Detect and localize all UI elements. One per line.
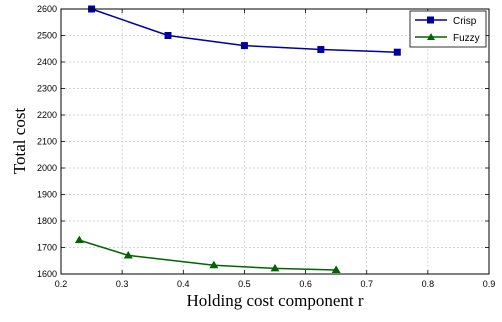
legend-fuzzy-label: Fuzzy bbox=[453, 33, 480, 44]
x-tick-label: 0.9 bbox=[483, 279, 496, 289]
series-fuzzy-point bbox=[209, 260, 219, 269]
y-tick-label: 2000 bbox=[37, 163, 57, 173]
x-tick-label: 0.4 bbox=[177, 279, 190, 289]
y-tick-label: 1700 bbox=[37, 243, 57, 253]
y-axis-title: Total cost bbox=[10, 108, 29, 175]
series-crisp-point bbox=[164, 32, 172, 39]
y-tick-label: 2600 bbox=[37, 4, 57, 14]
legend-crisp-label: Crisp bbox=[453, 16, 477, 27]
x-tick-label: 0.7 bbox=[360, 279, 373, 289]
series-fuzzy-point bbox=[331, 265, 341, 274]
series-crisp-point bbox=[393, 48, 401, 56]
y-tick-label: 2500 bbox=[37, 31, 57, 41]
legend-crisp-marker bbox=[427, 16, 434, 24]
x-tick-label: 0.2 bbox=[55, 279, 68, 289]
legend-box bbox=[409, 10, 487, 48]
x-axis-title: Holding cost component r bbox=[186, 291, 363, 310]
y-tick-label: 2400 bbox=[37, 57, 57, 67]
x-axis-ticks: 0.2 0.3 0.4 0.5 0.6 0.7 0.8 0.9 bbox=[55, 9, 496, 289]
y-tick-label: 1600 bbox=[37, 269, 57, 279]
series-fuzzy-point bbox=[123, 250, 133, 259]
plot-frame bbox=[60, 8, 490, 275]
legend-fuzzy-marker bbox=[427, 33, 435, 40]
y-tick-label: 1800 bbox=[37, 216, 57, 226]
series-fuzzy-point bbox=[270, 263, 280, 272]
y-tick-label: 2100 bbox=[37, 137, 57, 147]
y-tick-label: 2200 bbox=[37, 110, 57, 120]
series-fuzzy-point bbox=[74, 235, 84, 244]
x-tick-label: 0.5 bbox=[238, 279, 251, 289]
series-crisp-point bbox=[240, 42, 248, 50]
x-tick-label: 0.3 bbox=[116, 279, 129, 289]
x-tick-label: 0.6 bbox=[299, 279, 312, 289]
y-tick-label: 1900 bbox=[37, 190, 57, 200]
y-axis-ticks: 1600 1700 1800 1900 2000 2100 2200 2300 2400 2500… bbox=[37, 4, 489, 279]
legend: Crisp Fuzzy bbox=[409, 10, 487, 48]
series-crisp-point bbox=[317, 46, 325, 54]
x-tick-label: 0.8 bbox=[422, 279, 435, 289]
y-tick-label: 2300 bbox=[37, 84, 57, 94]
